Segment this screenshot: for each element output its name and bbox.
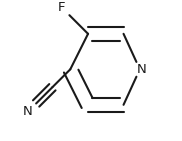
- Text: N: N: [137, 63, 147, 76]
- Text: F: F: [58, 1, 65, 14]
- Text: N: N: [23, 105, 33, 118]
